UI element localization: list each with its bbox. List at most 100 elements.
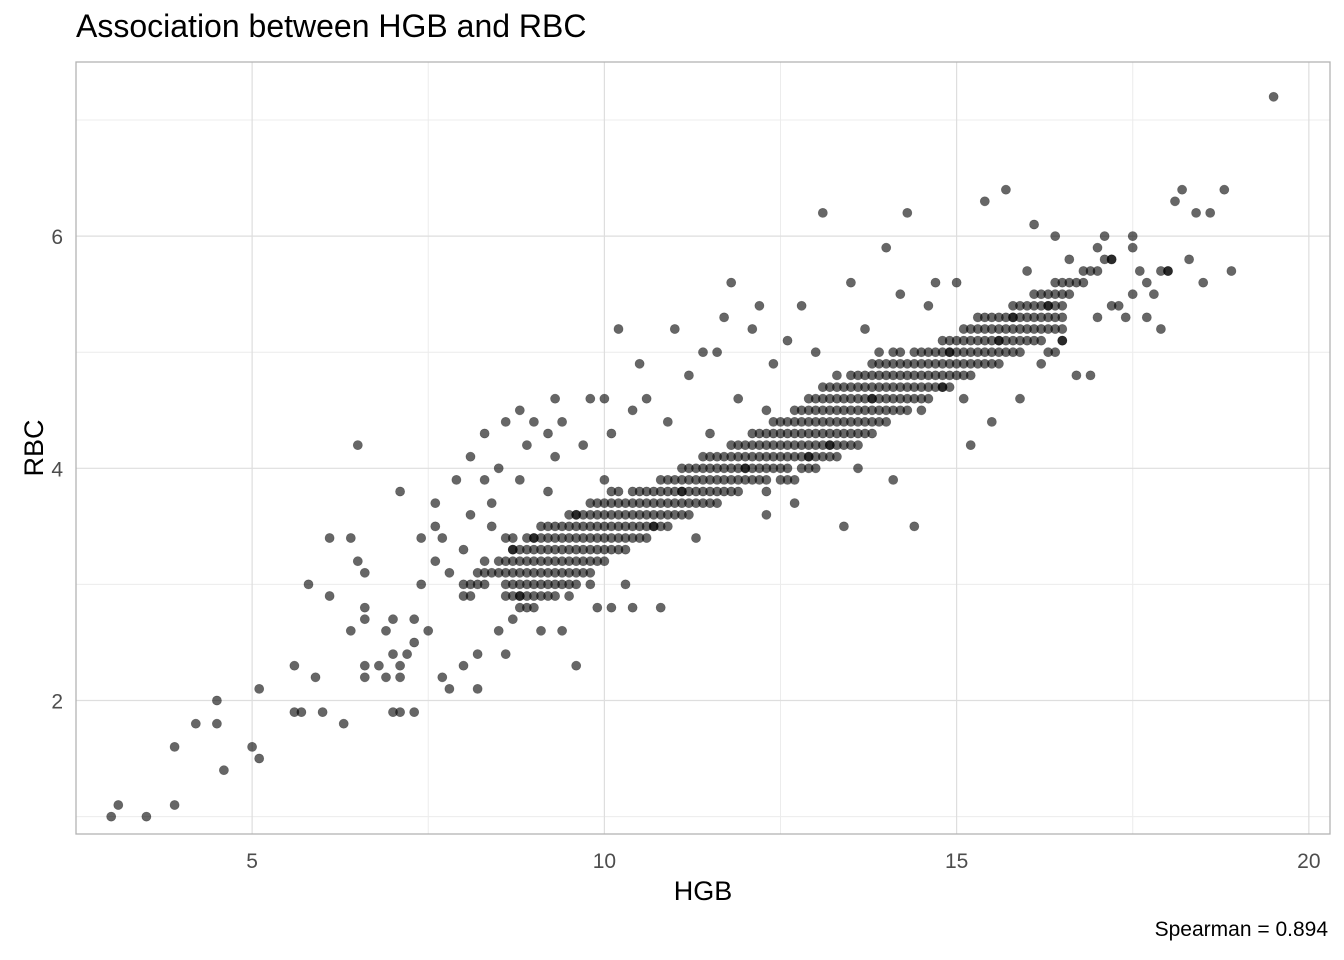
data-point xyxy=(500,416,511,427)
data-point xyxy=(1219,184,1230,195)
data-point xyxy=(606,428,617,439)
data-point xyxy=(599,393,610,404)
data-point xyxy=(1177,184,1187,195)
data-point xyxy=(1113,300,1124,311)
data-point xyxy=(1127,289,1138,300)
data-point xyxy=(514,474,525,485)
data-point xyxy=(613,324,624,334)
data-point xyxy=(846,277,856,288)
data-point xyxy=(395,707,405,717)
data-point xyxy=(479,579,490,590)
data-point xyxy=(719,312,729,323)
data-point xyxy=(1268,91,1279,102)
x-tick-label: 20 xyxy=(1297,850,1320,873)
y-axis-title: RBC xyxy=(19,419,49,476)
data-point xyxy=(1106,254,1117,265)
data-point xyxy=(972,312,983,323)
data-point xyxy=(465,591,476,601)
data-point xyxy=(409,707,420,717)
x-axis-ticks: 5 10 15 20 xyxy=(246,850,1320,873)
data-point xyxy=(571,579,582,590)
data-point xyxy=(106,811,117,822)
data-point xyxy=(550,451,560,462)
data-point xyxy=(211,718,222,729)
data-point xyxy=(634,358,645,369)
data-point xyxy=(994,335,1004,346)
data-point xyxy=(486,521,497,532)
data-point xyxy=(986,416,997,427)
data-point xyxy=(1071,370,1082,381)
data-point xyxy=(832,451,842,462)
data-point xyxy=(444,567,455,578)
data-point xyxy=(1226,266,1237,276)
data-point xyxy=(1085,370,1096,381)
data-point xyxy=(641,393,652,404)
data-point xyxy=(937,382,948,392)
data-point xyxy=(782,463,793,474)
data-point xyxy=(613,486,624,497)
data-point xyxy=(543,486,553,497)
data-point xyxy=(529,602,539,613)
data-point xyxy=(606,602,617,613)
data-point xyxy=(493,625,504,636)
y-tick-label: 2 xyxy=(51,690,63,713)
data-point xyxy=(698,347,708,358)
data-point xyxy=(395,672,405,683)
data-point xyxy=(902,207,913,218)
plot-panel-border xyxy=(75,61,1331,835)
data-point xyxy=(423,625,434,636)
data-point xyxy=(359,660,370,671)
data-point xyxy=(1149,289,1159,300)
data-point xyxy=(507,614,518,625)
data-point xyxy=(507,533,518,543)
data-point xyxy=(930,277,941,288)
data-point xyxy=(543,428,553,439)
data-point xyxy=(895,289,906,300)
data-point xyxy=(824,440,835,450)
data-point xyxy=(1163,266,1173,276)
data-point xyxy=(1156,324,1166,334)
data-point xyxy=(740,463,751,474)
data-point xyxy=(909,521,920,532)
data-point xyxy=(571,509,582,520)
data-point xyxy=(571,660,582,671)
data-point xyxy=(1057,312,1068,323)
data-point xyxy=(1036,335,1047,346)
data-point xyxy=(507,544,518,555)
data-point xyxy=(705,428,715,439)
data-point xyxy=(1057,300,1068,311)
data-point xyxy=(169,742,180,752)
data-point xyxy=(1057,324,1068,334)
data-point xyxy=(965,370,976,381)
data-point xyxy=(458,544,469,555)
data-point xyxy=(345,625,356,636)
data-point xyxy=(662,521,673,532)
data-point xyxy=(352,556,363,567)
data-point xyxy=(1141,277,1152,288)
data-point xyxy=(874,347,884,358)
data-point xyxy=(317,707,328,717)
data-point xyxy=(677,486,687,497)
data-point xyxy=(493,463,504,474)
data-point xyxy=(254,684,265,694)
data-point xyxy=(1043,300,1054,311)
data-point xyxy=(761,405,772,416)
data-point xyxy=(381,672,391,683)
data-point xyxy=(1029,219,1039,230)
data-point xyxy=(803,451,814,462)
data-point xyxy=(832,370,842,381)
data-point xyxy=(430,556,441,567)
data-point xyxy=(472,684,483,694)
data-point xyxy=(416,533,427,543)
data-point xyxy=(1022,266,1032,276)
data-point xyxy=(254,753,265,764)
data-point xyxy=(627,602,638,613)
data-point xyxy=(860,324,870,334)
data-point xyxy=(289,660,300,671)
data-point xyxy=(994,358,1004,369)
data-point xyxy=(881,416,892,427)
data-point xyxy=(684,370,694,381)
data-point xyxy=(839,521,849,532)
data-point xyxy=(712,347,722,358)
data-point xyxy=(458,660,469,671)
